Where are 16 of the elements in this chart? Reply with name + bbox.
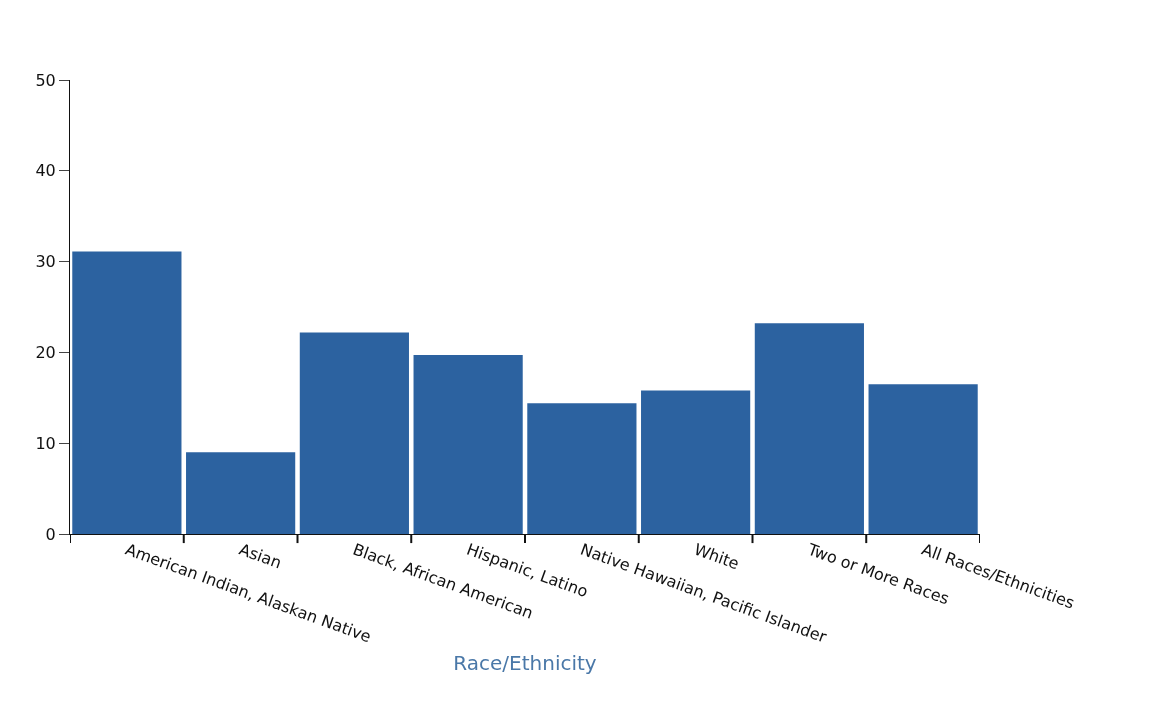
x-tick-label: Asian (236, 539, 285, 573)
y-tick-label: 40 (35, 161, 56, 181)
bar (868, 384, 978, 534)
bar (754, 323, 864, 534)
bar (413, 355, 523, 534)
bar (299, 332, 409, 534)
y-tick-label: 20 (35, 343, 56, 362)
bar (72, 251, 182, 534)
x-axis-title: Race/Ethnicity (453, 651, 597, 676)
bar (641, 390, 751, 534)
y-tick-label: 0 (45, 524, 56, 544)
y-tick-label: 10 (35, 433, 56, 453)
y-tick-label: 50 (35, 70, 56, 90)
bar (186, 452, 296, 534)
bar (527, 403, 637, 534)
y-tick-label: 30 (35, 252, 56, 272)
